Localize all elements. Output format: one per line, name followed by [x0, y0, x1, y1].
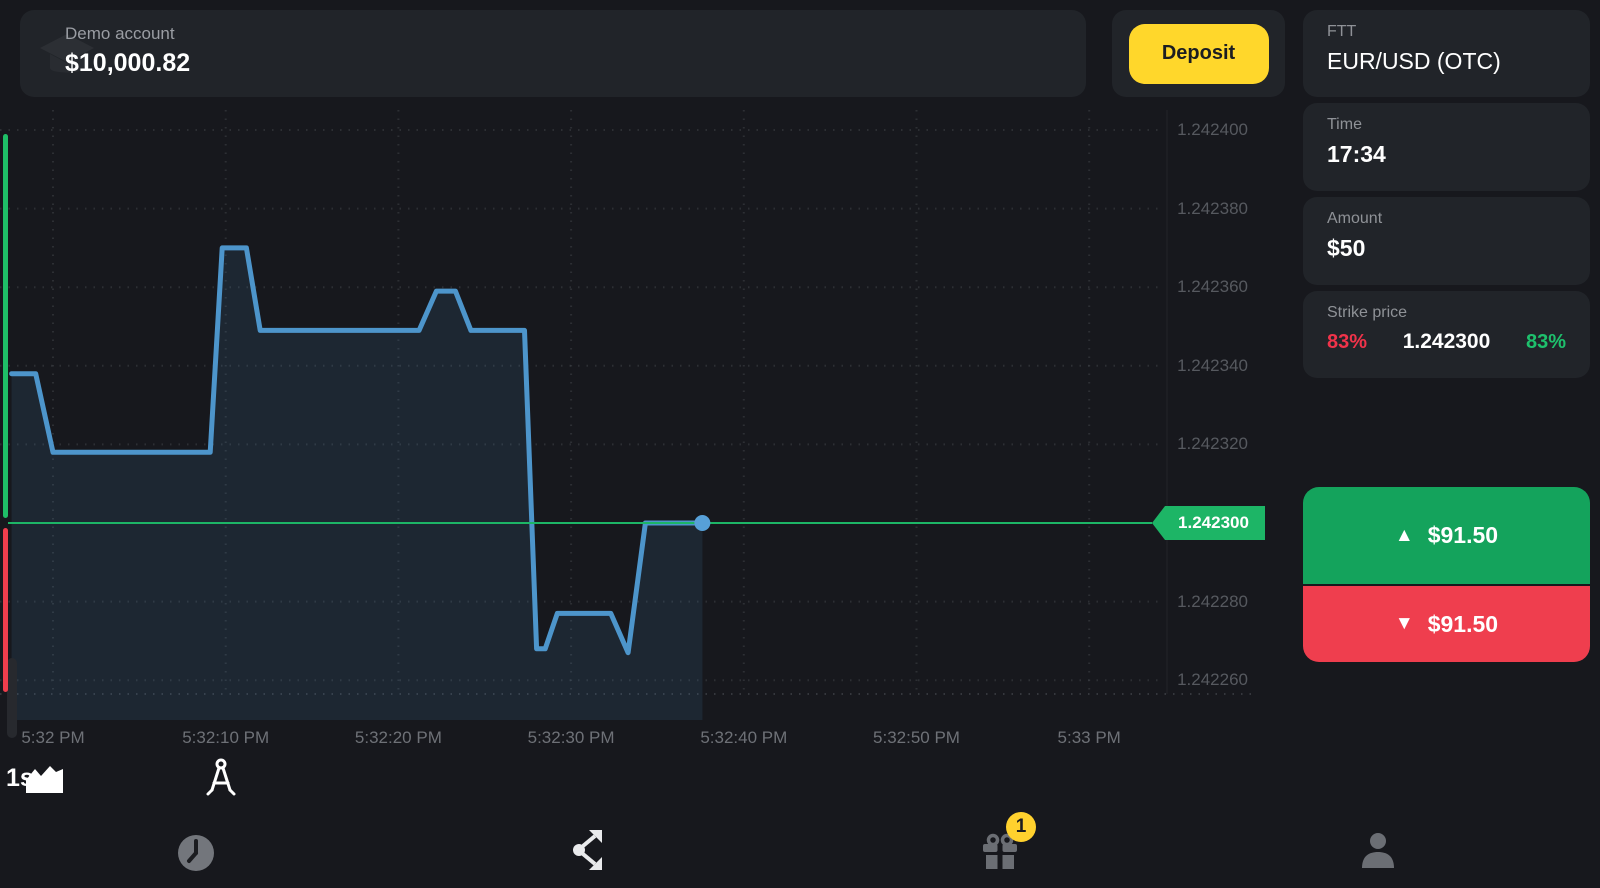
strike-price-value: 1.242300 — [1402, 330, 1491, 353]
account-balance: $10,000.82 — [65, 49, 191, 77]
asset-category-label: FTT — [1327, 23, 1357, 40]
strike-price-axis-label: 1.242300 — [1152, 506, 1265, 540]
trade-history-button[interactable] — [175, 832, 217, 877]
amount-value: $50 — [1327, 235, 1366, 261]
buy-up-button[interactable]: ▲ $91.50 — [1303, 487, 1590, 584]
gifts-button[interactable] — [980, 832, 1020, 875]
gift-count-badge: 1 — [1006, 812, 1036, 842]
buy-down-button[interactable]: ▼ $91.50 — [1303, 586, 1590, 662]
gift-icon — [980, 833, 1020, 875]
x-axis-label: 5:32:10 PM — [182, 728, 270, 747]
clock-icon — [175, 835, 217, 877]
x-axis-label: 5:33 PM — [1057, 728, 1121, 747]
gauge-above-strike — [3, 134, 8, 518]
account-type-label: Demo account — [65, 24, 175, 43]
axis-scroll-thumb — [7, 658, 17, 738]
x-axis-label: 5:32:30 PM — [527, 728, 615, 747]
amount-label: Amount — [1327, 210, 1383, 227]
up-payout: $91.50 — [1427, 522, 1499, 548]
y-axis-label: 1.242320 — [1177, 434, 1248, 454]
x-axis-label: 5:32 PM — [21, 728, 85, 747]
time-label: Time — [1327, 116, 1362, 133]
profile-button[interactable] — [1359, 830, 1397, 873]
asset-selector[interactable]: FTT EUR/USD (OTC) — [1303, 10, 1590, 97]
bottom-navigation: 1 — [0, 806, 1600, 888]
time-value: 17:34 — [1327, 141, 1386, 167]
x-axis-label: 5:32:20 PM — [354, 728, 442, 747]
expand-trades-button[interactable] — [570, 828, 610, 875]
asset-pair: EUR/USD (OTC) — [1327, 48, 1501, 74]
person-icon — [1359, 833, 1397, 873]
down-payout: $91.50 — [1427, 610, 1499, 637]
y-axis-label: 1.242260 — [1177, 670, 1248, 690]
down-arrow-icon: ▼ — [1394, 613, 1414, 634]
account-switcher[interactable]: Demo account $10,000.82 — [20, 10, 1086, 97]
series-area-fill — [11, 247, 703, 720]
chart-type-button[interactable] — [26, 764, 64, 797]
expiry-time-field[interactable]: Time 17:34 — [1303, 103, 1590, 191]
y-axis-label: 1.242360 — [1177, 277, 1248, 297]
x-axis-label: 5:32:50 PM — [873, 728, 960, 747]
deposit-button[interactable]: Deposit — [1128, 23, 1269, 84]
graduation-cap-icon — [36, 26, 98, 93]
deposit-card: Deposit — [1112, 10, 1285, 97]
series-line — [9, 245, 705, 656]
route-arrows-icon — [570, 830, 610, 875]
chart-toolbar: 1s — [0, 752, 236, 804]
current-price-dot — [694, 515, 711, 531]
area-chart-icon — [26, 766, 64, 797]
strike-price-panel: Strike price 83% 1.242300 83% — [1303, 291, 1590, 378]
drawing-tools-button[interactable] — [203, 756, 239, 801]
compass-icon — [203, 758, 239, 801]
y-axis-label: 1.242280 — [1177, 591, 1248, 611]
y-axis-label: 1.242340 — [1177, 355, 1248, 375]
x-axis-label: 5:32:40 PM — [700, 728, 788, 747]
gauge-below-strike — [3, 528, 8, 692]
payout-percent-up: 83% — [1525, 331, 1566, 353]
payout-percent-down: 83% — [1327, 331, 1368, 353]
y-axis-label: 1.242380 — [1177, 198, 1248, 218]
up-arrow-icon: ▲ — [1394, 524, 1414, 546]
amount-field[interactable]: Amount $50 — [1303, 197, 1590, 285]
strike-price-label: Strike price — [1327, 304, 1408, 321]
y-axis-label: 1.242400 — [1177, 120, 1248, 139]
